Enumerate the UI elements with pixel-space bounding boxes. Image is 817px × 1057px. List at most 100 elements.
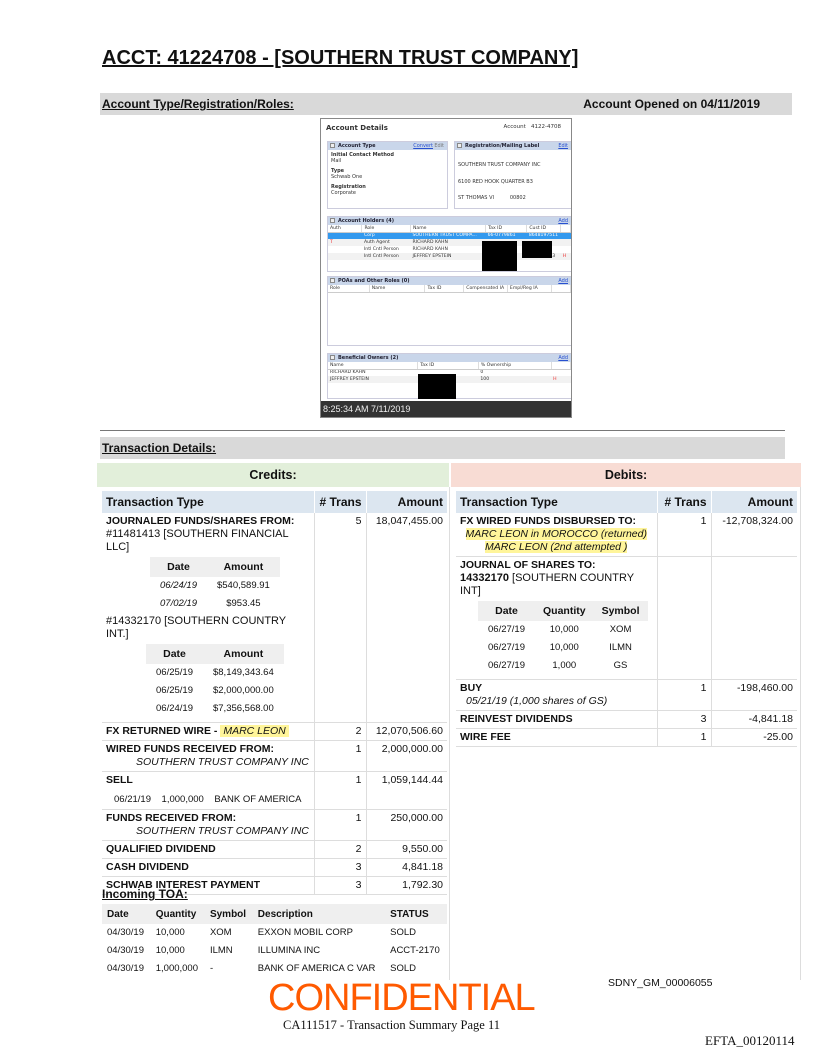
debits-table: Transaction Type # Trans Amount FX WIRED F… [456, 491, 797, 747]
table-row: BUY 05/21/19 (1,000 shares of GS) 1 -198,46… [456, 679, 797, 711]
account-label: Account [503, 124, 526, 130]
edit-link[interactable]: Edit [558, 143, 568, 149]
col-header: Tax ID [424, 285, 465, 293]
account-holders-section: Account Holders (4) Add Auth Role Name Tax I… [327, 216, 571, 272]
source-account: #11481413 [SOUTHERN FINANCIAL LLC] [106, 528, 289, 553]
field-value: Corporate [331, 190, 356, 196]
col-header: Transaction Type [456, 491, 658, 513]
col-header: Auth [328, 225, 363, 233]
collapse-icon[interactable] [330, 278, 335, 283]
col-header: Tax ID [485, 225, 528, 233]
add-holder-link[interactable]: Add [558, 218, 568, 224]
credits-panel [97, 487, 450, 980]
bates-number: SDNY_GM_00006055 [608, 977, 713, 989]
table-row: 04/30/19 1,000,000- BANK OF AMERICA C VAR S… [107, 963, 416, 974]
col-header: Name [369, 285, 426, 293]
section-title: Registration/Mailing Label [465, 143, 540, 149]
account-details-screenshot: Account Details Account 4122-4708 Accoun… [320, 118, 572, 418]
table-row: REINVEST DIVIDENDS 3 -4,841.18 [456, 710, 797, 729]
owner-row[interactable]: RICHARD KAHN 0 [330, 370, 484, 376]
incoming-toa-title: Incoming TOA: [102, 887, 188, 901]
section-title: Beneficial Owners (2) [338, 355, 399, 361]
efta-number: EFTA_00120114 [705, 1033, 795, 1048]
amount: 18,047,455.00 [366, 513, 447, 723]
table-row: WIRED FUNDS RECEIVED FROM: SOUTHERN TRUST… [102, 740, 447, 772]
table-row: 04/30/19 10,000 XOM EXXON MOBIL CORP SOLD [107, 927, 416, 938]
account-opened: Account Opened on 04/11/2019 [583, 97, 760, 111]
col-header: Amount [366, 491, 447, 513]
table-row: JOURNALED FUNDS/SHARES FROM: #11481413 [… [102, 513, 447, 723]
holder-row[interactable]: Corp SOUTHERN TRUST COMPA... 66-0779861 864… [328, 232, 571, 239]
table-row: JOURNAL OF SHARES TO: 14332170 [SOUTHERN … [456, 556, 797, 680]
debits-header: Debits: [451, 463, 801, 487]
field-label: Registration [331, 184, 366, 190]
field-label: Initial Contact Method [331, 152, 394, 158]
redaction-block [482, 241, 517, 271]
col-header: % Ownership [478, 362, 552, 370]
convert-link[interactable]: Convert [413, 143, 433, 149]
address-line: 6100 RED HOOK QUARTER B3 [458, 178, 533, 185]
transaction-section-label: Transaction Details: [102, 441, 217, 455]
col-header: Compensated IA [463, 285, 508, 293]
page-footer: CA111517 - Transaction Summary Page 11 [283, 1018, 501, 1032]
table-row: FX WIRED FUNDS DISBURSED TO: MARC LEON in… [456, 513, 797, 557]
source-account: #14332170 [SOUTHERN COUNTRY INT.] [106, 615, 286, 640]
transaction-section-bar: Transaction Details: [100, 437, 785, 459]
registration-section: Registration/Mailing Label Edit SOUTHERN … [454, 141, 571, 209]
table-row: CASH DIVIDEND 3 4,841.18 [102, 858, 447, 877]
section-title: Account Holders (4) [338, 218, 395, 224]
col-header: # Trans [314, 491, 367, 513]
table-row: 04/30/19 10,000 ILMN ILLUMINA INC ACCT-2170 [107, 945, 440, 956]
collapse-icon[interactable] [457, 143, 462, 148]
collapse-icon[interactable] [330, 355, 335, 360]
redaction-block [418, 374, 456, 399]
tx-type: JOURNALED FUNDS/SHARES FROM: [106, 515, 295, 527]
account-type-section: Account Type Convert Edit Initial Contact … [327, 141, 448, 209]
col-header: Name [328, 362, 419, 370]
collapse-icon[interactable] [330, 218, 335, 223]
edit-link[interactable]: Edit [434, 143, 444, 149]
incoming-toa-table: Date Quantity Symbol Description STATUS 04/3… [102, 904, 447, 978]
add-owner-link[interactable]: Add [558, 355, 568, 361]
field-value: Mail [331, 158, 342, 164]
section-title: Account Type [338, 143, 376, 149]
account-number: 4122-4708 [531, 124, 561, 130]
col-header: Name [410, 225, 487, 233]
col-header: Amount [711, 491, 797, 513]
col-header: Role [361, 225, 411, 233]
highlighted-name: MARC LEON [220, 725, 289, 737]
holder-row[interactable]: Intl Cntl Person RICHARD KAHN [363, 247, 448, 252]
col-header: Empl/Reg IA [507, 285, 552, 293]
confidential-stamp: CONFIDENTIAL [268, 977, 536, 1019]
account-section-label: Account Type/Registration/Roles: [102, 97, 294, 111]
address-line: SOUTHERN TRUST COMPANY INC [458, 162, 541, 168]
poas-section: POAs and Other Roles (0) Add Role Name Tax … [327, 276, 571, 346]
account-section-bar: Account Type/Registration/Roles: Account… [100, 93, 792, 115]
credits-table: Transaction Type # Trans Amount JOURNALED … [102, 491, 447, 895]
debits-panel [451, 487, 801, 980]
field-label: Type [331, 168, 345, 174]
col-header: Transaction Type [102, 491, 315, 513]
table-row: FX RETURNED WIRE - MARC LEON 2 12,070,506.… [102, 722, 447, 741]
table-row: SCHWAB INTEREST PAYMENT 3 1,792.30 [102, 876, 447, 895]
col-header: # Trans [657, 491, 712, 513]
page-title: ACCT: 41224708 - [SOUTHERN TRUST COMPANY… [102, 47, 579, 69]
section-title: POAs and Other Roles (0) [338, 278, 410, 284]
screenshot-timestamp: 8:25:34 AM 7/11/2019 [321, 401, 571, 417]
table-row: WIRE FEE 1 -25.00 [456, 728, 797, 747]
highlighted-name: MARC LEON (2nd attempted ) [485, 541, 628, 553]
highlighted-name: MARC LEON in MOROCCO (returned) [465, 528, 647, 540]
table-row: QUALIFIED DIVIDEND 2 9,550.00 [102, 840, 447, 859]
table-row: FUNDS RECEIVED FROM: SOUTHERN TRUST COMPA… [102, 809, 447, 841]
divider [100, 430, 785, 431]
credits-header: Credits: [97, 463, 449, 487]
add-poa-link[interactable]: Add [558, 278, 568, 284]
beneficial-owners-section: Beneficial Owners (2) Add Name Tax ID% Own… [327, 353, 571, 399]
col-header: Role [328, 285, 370, 293]
col-header: Tax ID [417, 362, 479, 370]
table-row: SELL 06/21/19 1,000,000 BANK OF AMERICA 1 1… [102, 771, 447, 810]
col-header: Cust ID [526, 225, 562, 233]
collapse-icon[interactable] [330, 143, 335, 148]
address-line: ST THOMAS VI 00802 [458, 195, 526, 201]
field-value: Schwab One [331, 174, 363, 180]
